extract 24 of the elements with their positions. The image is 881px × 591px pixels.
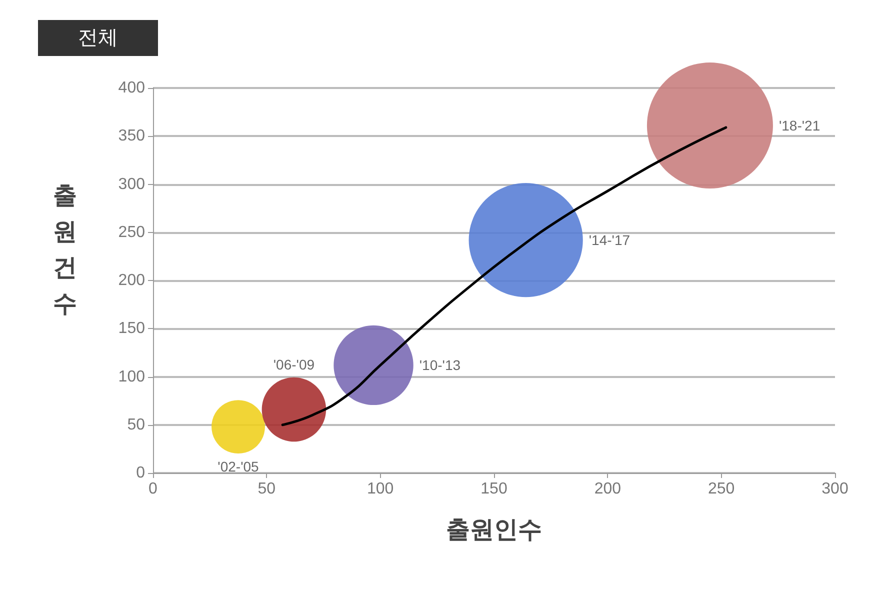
- series-label: '02-'05: [218, 458, 260, 475]
- x-tick-label: 200: [594, 480, 622, 498]
- y-tick-label: 0: [136, 464, 146, 482]
- x-tick-label: 50: [258, 480, 276, 498]
- series-label: '10-'13: [419, 357, 461, 374]
- x-axis-title: 출원인수: [446, 516, 542, 544]
- y-tick-label: 100: [118, 368, 146, 386]
- y-axis-title: 출원건수: [53, 182, 77, 318]
- y-tick-label: 250: [118, 224, 146, 241]
- series-label: '14-'17: [588, 232, 630, 248]
- y-tick-label: 350: [118, 128, 146, 145]
- x-tick-label: 0: [148, 480, 158, 498]
- y-tick-label: 400: [118, 80, 146, 96]
- y-tick-label: 50: [127, 416, 146, 434]
- x-tick-label: 250: [708, 480, 735, 498]
- y-tick-label: 300: [118, 176, 146, 193]
- series-label: '06-'09: [273, 356, 315, 372]
- series-label: '18-'21: [778, 118, 820, 134]
- chart-title: 전체: [78, 27, 118, 49]
- x-tick-label: 300: [822, 480, 848, 498]
- y-tick-label: 200: [118, 272, 146, 289]
- y-tick-label: 150: [118, 320, 146, 338]
- x-tick-label: 150: [480, 480, 508, 498]
- x-tick-label: 100: [366, 480, 394, 498]
